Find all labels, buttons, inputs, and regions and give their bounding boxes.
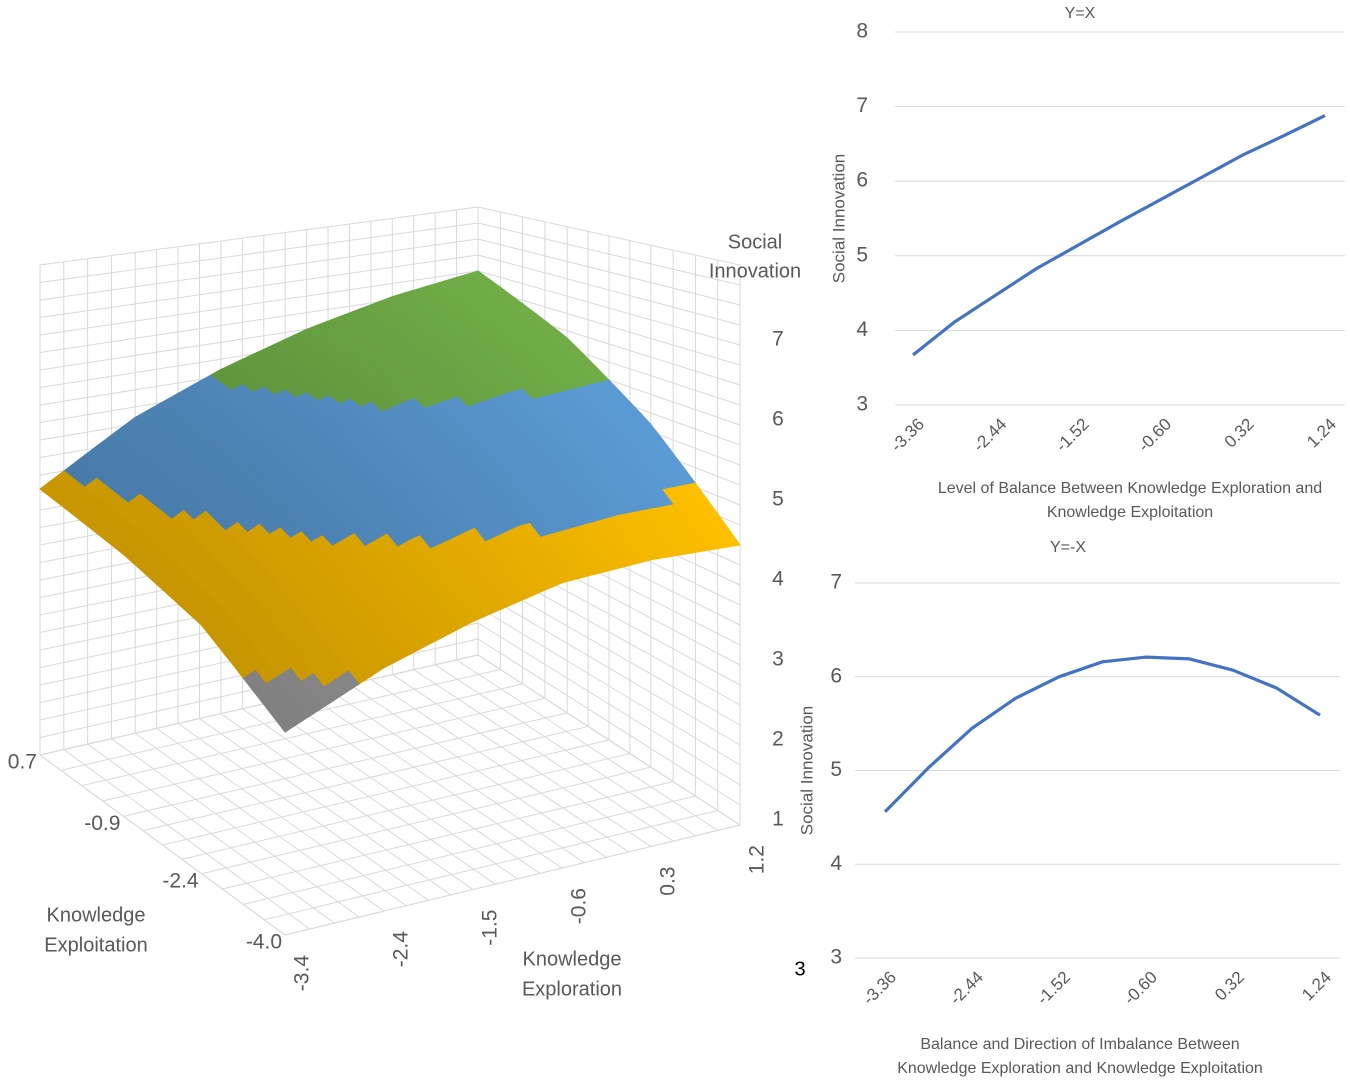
y-tick-label: 4 (830, 852, 842, 875)
line-chart-bottom: Y=-X 3 4 5 6 7 -3.36 -2.44 -1.52 -0.60 0.32 1.24 Soc… (794, 539, 1340, 1077)
x-tick-label: 1.24 (1298, 968, 1335, 1005)
minor-grid-line (102, 697, 546, 802)
y-tick-label: -4.0 (246, 931, 282, 954)
z-axis-title: Social (728, 231, 782, 253)
y-axis-title: Exploitation (44, 934, 147, 956)
minor-grid-line (39, 238, 479, 301)
x-tick-label: -3.4 (291, 955, 314, 992)
y-tick-label: -0.9 (84, 812, 120, 835)
x-tick-label: -0.6 (568, 888, 591, 924)
z-tick-label: 4 (772, 568, 784, 591)
grid-line (39, 754, 286, 936)
x-tick-label: -2.44 (946, 968, 987, 1009)
x-tick-label: -2.4 (389, 931, 412, 968)
y-tick-label: 3 (830, 946, 842, 969)
y-axis-title: Social Innovation (829, 154, 848, 283)
y-axis-title: Social Innovation (797, 706, 816, 835)
y-tick-label: 5 (856, 243, 868, 266)
grid-line (392, 674, 652, 847)
minor-grid-line (81, 683, 523, 787)
x-tick-label: -0.60 (1120, 968, 1161, 1009)
x-axis-title: Exploration (522, 978, 622, 1000)
z-tick-label: 5 (772, 488, 784, 511)
z-tick-label: 6 (772, 408, 784, 431)
x-tick-label: -0.60 (1134, 415, 1175, 456)
x-tick-label: -1.52 (1033, 968, 1074, 1009)
grid-line (306, 693, 563, 869)
x-tick-label: 1.2 (746, 845, 769, 874)
grid-line (39, 270, 479, 336)
minor-grid-line (264, 810, 718, 921)
x-tick-label: 1.24 (1303, 415, 1340, 452)
y-tick-label: 8 (856, 20, 868, 43)
z-axis-title: Innovation (709, 260, 801, 282)
grid-line (477, 270, 741, 346)
y-tick-label: 4 (856, 318, 868, 341)
z-tick-label: 3 (772, 648, 784, 671)
grid-line (201, 766, 651, 875)
x-tick-label: -2.44 (970, 415, 1011, 456)
line-series (912, 114, 1326, 357)
x-tick-label: -3.36 (859, 968, 900, 1009)
x-tick-label: -1.5 (478, 910, 501, 946)
chart-title: Y=X (1065, 5, 1096, 22)
y-tick-label: 6 (856, 169, 868, 192)
grid-line (134, 732, 385, 912)
x-tick-label: 0.3 (657, 867, 680, 896)
minor-grid-line (39, 254, 479, 318)
y-tick-label: -2.4 (162, 869, 199, 892)
y-tick-label: 7 (830, 571, 842, 594)
minor-grid-line (162, 739, 610, 846)
y-tick-label: 6 (830, 664, 842, 687)
minor-grid-line (39, 222, 479, 283)
grid-line (220, 713, 474, 890)
x-axis-title: Knowledge (523, 948, 622, 970)
z-tick-label: 1 (772, 808, 784, 831)
z-tick-label: 2 (772, 728, 784, 751)
y-tick-label: 3 (856, 393, 868, 416)
x-tick-label: -3.36 (887, 415, 928, 456)
line-chart-top: Y=X 3 4 5 6 7 8 -3.36 -2.44 -1.52 -0.60 0.32 1.24 Soc… (829, 5, 1345, 521)
x-axis-title: Balance and Direction of Imbalance Betwe… (920, 1036, 1239, 1053)
y-tick-label: 0.7 (8, 751, 37, 774)
z-tick-label: 7 (772, 328, 784, 351)
minor-grid-line (243, 795, 696, 905)
annotation: 3 (794, 958, 805, 980)
minor-grid-line (142, 725, 589, 832)
chart-title: Y=-X (1050, 539, 1086, 556)
x-axis-title: Level of Balance Between Knowledge Explo… (938, 480, 1322, 497)
grid-line (477, 654, 741, 826)
x-tick-label: 0.32 (1221, 415, 1258, 452)
x-tick-label: 0.32 (1211, 968, 1248, 1005)
minor-grid-line (181, 753, 631, 860)
x-axis-title: Knowledge Exploitation (1047, 504, 1213, 521)
y-tick-label: 7 (856, 94, 868, 117)
line-series (883, 655, 1321, 813)
x-tick-label: -1.52 (1052, 415, 1093, 456)
minor-grid-line (222, 781, 674, 890)
grid-line (477, 590, 741, 746)
grid-line (39, 654, 479, 756)
y-axis-title: Knowledge (47, 904, 146, 926)
y-tick-label: 5 (830, 758, 842, 781)
x-axis-title: Knowledge Exploration and Knowledge Expl… (897, 1060, 1263, 1077)
grid-line (123, 712, 568, 817)
grid-line (284, 824, 741, 936)
surface-chart: 1 2 3 4 5 6 7 -3.4 -2.4 -1.5 -0.6 0.3 1.2 0.7 -0.9 -2.4… (8, 206, 801, 1000)
surface-patch (274, 710, 298, 733)
